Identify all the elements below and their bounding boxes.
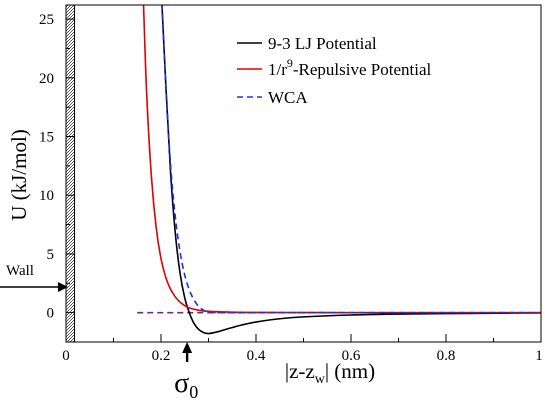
series-layer bbox=[142, 5, 541, 335]
y-tick-label: 0 bbox=[47, 306, 55, 322]
y-axis-label: U (kJ/mol) bbox=[7, 129, 31, 221]
series-line-0 bbox=[161, 5, 541, 335]
legend-label-repulsive-pre: 1/r bbox=[268, 60, 287, 79]
sigma-sub: 0 bbox=[189, 382, 198, 400]
wall-hatch bbox=[65, 4, 76, 343]
y-tick-label: 20 bbox=[39, 71, 54, 87]
y-tick-label: 10 bbox=[39, 188, 54, 204]
legend-label-wca: WCA bbox=[268, 88, 308, 107]
legend-label-repulsive-sup: 9 bbox=[287, 56, 293, 70]
plot-frame bbox=[65, 4, 542, 343]
x-axis-label: |z-zw| (nm) bbox=[285, 359, 375, 387]
x-tick-label: 0.6 bbox=[342, 348, 361, 364]
sigma-label: σ0 bbox=[174, 368, 198, 400]
sigma-symbol: σ bbox=[174, 368, 189, 399]
legend-label-repulsive: 1/r9-Repulsive Potential bbox=[268, 56, 432, 79]
y-axis-ticks: 0 5 10 15 20 25 bbox=[39, 12, 74, 322]
series-line-2 bbox=[161, 5, 541, 314]
wall-label: Wall bbox=[6, 263, 34, 279]
wall-arrow bbox=[0, 282, 68, 292]
x-tick-label: 0 bbox=[62, 348, 70, 364]
wall-region bbox=[65, 4, 76, 343]
y-tick-label: 25 bbox=[39, 12, 54, 28]
y-tick-label: 5 bbox=[47, 247, 55, 263]
y-tick-label: 15 bbox=[39, 130, 54, 146]
x-axis-ticks: 0 0.2 0.4 0.6 0.8 1 bbox=[62, 334, 543, 364]
x-tick-label: 1 bbox=[535, 348, 543, 364]
legend-label-repulsive-post: -Repulsive Potential bbox=[293, 60, 432, 79]
x-tick-label: 0.8 bbox=[437, 348, 456, 364]
x-axis-label-sub: w bbox=[315, 372, 326, 387]
x-axis-label-pre: |z-z bbox=[285, 359, 315, 383]
legend: 9-3 LJ Potential 1/r9-Repulsive Potentia… bbox=[237, 34, 432, 107]
x-tick-label: 0.4 bbox=[247, 348, 266, 364]
x-axis-label-post: | (nm) bbox=[325, 359, 375, 383]
legend-label-lj: 9-3 LJ Potential bbox=[268, 34, 377, 53]
sigma-arrow bbox=[182, 342, 193, 362]
x-tick-label: 0.2 bbox=[152, 348, 171, 364]
